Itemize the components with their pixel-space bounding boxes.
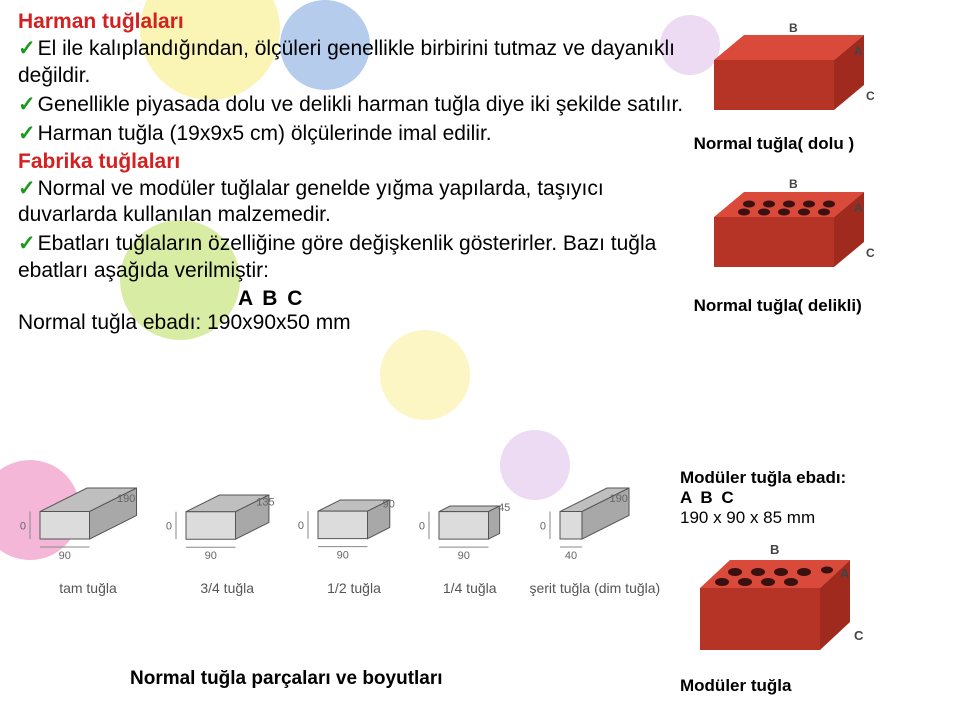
brick-piece: 50 40 190 şerit tuğla (dim tuğla): [529, 470, 660, 596]
bullet: ✓Normal ve modüler tuğlalar genelde yığm…: [18, 176, 694, 230]
svg-text:40: 40: [565, 550, 577, 562]
brick-piece: 50 90 45 1/4 tuğla: [419, 488, 520, 596]
check-icon: ✓: [18, 93, 36, 116]
svg-text:50: 50: [419, 520, 425, 532]
bullet: ✓Ebatları tuğlaların özelliğine göre değ…: [18, 231, 694, 285]
pieces-caption: Normal tuğla parçaları ve boyutları: [130, 668, 443, 690]
modular-dim: 190 x 90 x 85 mm: [680, 508, 930, 528]
section-title-1: Harman tuğlaları: [18, 10, 694, 34]
modular-brick-info: Modüler tuğla ebadı: A B C 190 x 90 x 85…: [680, 460, 930, 696]
brick-piece-icon: 50 90 45: [419, 488, 520, 576]
svg-text:50: 50: [166, 520, 172, 532]
modular-abc: A B C: [680, 488, 930, 508]
svg-text:50: 50: [540, 520, 546, 532]
svg-text:90: 90: [58, 550, 70, 562]
brick-piece-icon: 50 90 135: [166, 477, 289, 576]
text-content: Harman tuğlaları ✓El ile kalıplandığında…: [18, 10, 694, 335]
svg-text:C: C: [866, 246, 875, 260]
brick-illustrations: B A C Normal tuğla( dolu ) B A C Normal …: [694, 10, 942, 335]
brick-piece-icon: 50 40 190: [540, 470, 649, 576]
brick-pieces-diagram: 50 90 190 tam tuğla 50 90 135 3/4 tuğla …: [0, 460, 680, 696]
check-icon: ✓: [18, 122, 36, 145]
piece-label: tam tuğla: [20, 580, 157, 596]
piece-label: 1/4 tuğla: [419, 580, 520, 596]
piece-label: 1/2 tuğla: [298, 580, 410, 596]
check-icon: ✓: [18, 37, 36, 60]
svg-text:C: C: [866, 89, 875, 103]
svg-text:B: B: [789, 21, 798, 35]
piece-label: şerit tuğla (dim tuğla): [529, 580, 660, 596]
brick-piece: 50 90 90 1/2 tuğla: [298, 482, 410, 596]
check-icon: ✓: [18, 177, 36, 200]
svg-text:90: 90: [337, 550, 349, 562]
brick-piece: 50 90 135 3/4 tuğla: [166, 477, 289, 596]
bullet: ✓El ile kalıplandığından, ölçüleri genel…: [18, 36, 694, 90]
brick-piece: 50 90 190 tam tuğla: [20, 470, 157, 596]
piece-label: 3/4 tuğla: [166, 580, 289, 596]
svg-text:90: 90: [458, 550, 470, 562]
svg-text:B: B: [789, 177, 798, 191]
brick-piece-icon: 50 90 190: [20, 470, 157, 576]
svg-text:90: 90: [383, 499, 395, 511]
check-icon: ✓: [18, 232, 36, 255]
normal-brick-size: Normal tuğla ebadı: 190x90x50 mm: [18, 311, 694, 335]
modular-brick-label: Modüler tuğla: [680, 676, 930, 696]
brick-piece-icon: 50 90 90: [298, 482, 410, 576]
svg-text:90: 90: [204, 550, 216, 562]
svg-text:C: C: [854, 628, 864, 643]
modular-brick-icon: B A C: [680, 540, 870, 670]
svg-text:45: 45: [498, 502, 510, 514]
perforated-brick-icon: B A C: [694, 172, 884, 292]
svg-text:190: 190: [610, 493, 628, 505]
svg-text:A: A: [854, 44, 863, 58]
svg-text:A: A: [854, 201, 863, 215]
svg-text:190: 190: [117, 493, 135, 505]
bullet: ✓Genellikle piyasada dolu ve delikli har…: [18, 92, 694, 119]
bullet: ✓Harman tuğla (19x9x5 cm) ölçülerinde im…: [18, 121, 694, 148]
svg-text:50: 50: [20, 520, 26, 532]
svg-text:A: A: [840, 566, 850, 581]
modular-title: Modüler tuğla ebadı:: [680, 468, 930, 488]
solid-brick-icon: B A C: [694, 20, 884, 130]
svg-text:50: 50: [298, 520, 304, 532]
svg-text:B: B: [770, 542, 779, 557]
dimension-headers: A B C: [18, 287, 694, 311]
solid-brick-label: Normal tuğla( dolu ): [694, 134, 942, 154]
section-title-2: Fabrika tuğlaları: [18, 150, 694, 174]
perforated-brick-label: Normal tuğla( delikli): [694, 296, 942, 316]
svg-text:135: 135: [256, 496, 274, 508]
